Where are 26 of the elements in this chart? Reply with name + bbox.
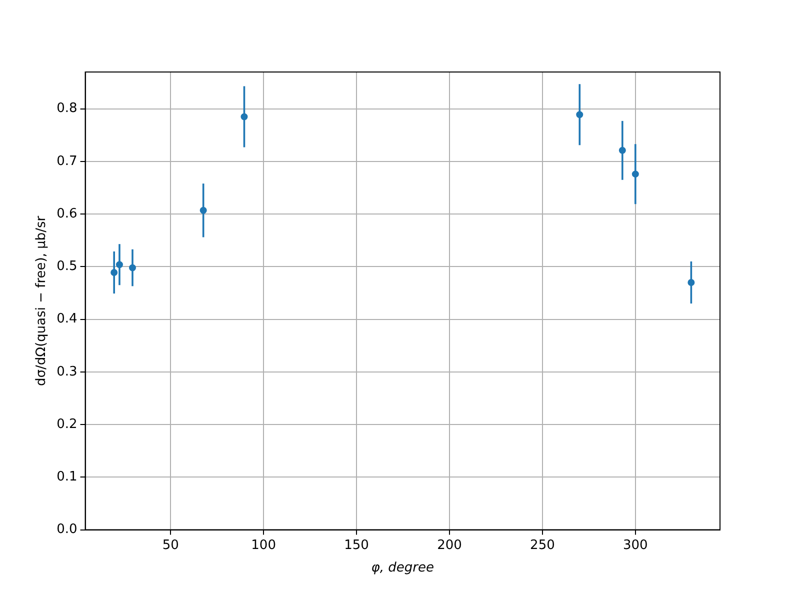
point	[618, 146, 626, 154]
y-tick-label: 0.3	[56, 364, 78, 380]
x-tick-label: 150	[344, 538, 369, 553]
y-tick-label: 0.2	[56, 416, 78, 432]
point	[110, 268, 118, 276]
point	[240, 113, 248, 120]
y-tick-label: 0.6	[56, 206, 78, 222]
x-tick-label: 100	[251, 538, 276, 553]
y-tick-label: 0.7	[56, 154, 78, 169]
point	[632, 170, 639, 178]
point	[200, 206, 207, 214]
point	[116, 261, 123, 268]
point	[688, 278, 695, 286]
point	[576, 111, 584, 118]
y-tick-label: 0.8	[56, 101, 78, 116]
y-tick-label: 0.5	[56, 259, 78, 274]
x-tick-label: 250	[530, 538, 555, 553]
x-tick-label: 200	[437, 538, 462, 553]
point	[129, 264, 136, 272]
x-tick-label: 300	[622, 538, 648, 553]
x-tick-label: 50	[162, 538, 179, 553]
y-axis-title: dσ/dΩ(quasi − free), μb/sr	[34, 215, 50, 386]
y-tick-label: 0.4	[56, 312, 78, 327]
y-tick-label: 0.0	[56, 522, 78, 538]
x-axis-title: φ, degree	[371, 560, 434, 576]
y-tick-label: 0.1	[56, 470, 78, 485]
